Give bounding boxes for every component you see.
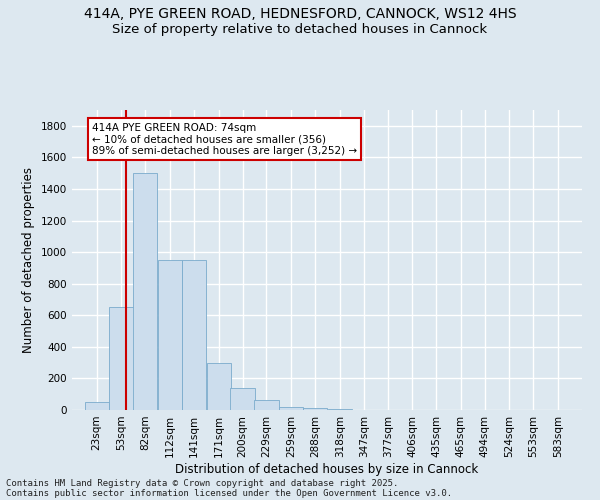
- Bar: [279, 407, 304, 410]
- Text: 414A, PYE GREEN ROAD, HEDNESFORD, CANNOCK, WS12 4HS: 414A, PYE GREEN ROAD, HEDNESFORD, CANNOC…: [83, 8, 517, 22]
- Text: Size of property relative to detached houses in Cannock: Size of property relative to detached ho…: [112, 22, 488, 36]
- Bar: [303, 408, 327, 410]
- Bar: [230, 388, 255, 410]
- Text: 414A PYE GREEN ROAD: 74sqm
← 10% of detached houses are smaller (356)
89% of sem: 414A PYE GREEN ROAD: 74sqm ← 10% of deta…: [92, 122, 357, 156]
- Bar: [254, 400, 278, 410]
- Text: Contains HM Land Registry data © Crown copyright and database right 2025.: Contains HM Land Registry data © Crown c…: [6, 478, 398, 488]
- Bar: [85, 402, 109, 410]
- Text: Contains public sector information licensed under the Open Government Licence v3: Contains public sector information licen…: [6, 488, 452, 498]
- Bar: [182, 260, 206, 410]
- X-axis label: Distribution of detached houses by size in Cannock: Distribution of detached houses by size …: [175, 462, 479, 475]
- Bar: [133, 173, 157, 410]
- Bar: [158, 260, 182, 410]
- Y-axis label: Number of detached properties: Number of detached properties: [22, 167, 35, 353]
- Bar: [206, 362, 231, 410]
- Bar: [109, 308, 134, 410]
- Bar: [328, 409, 352, 410]
